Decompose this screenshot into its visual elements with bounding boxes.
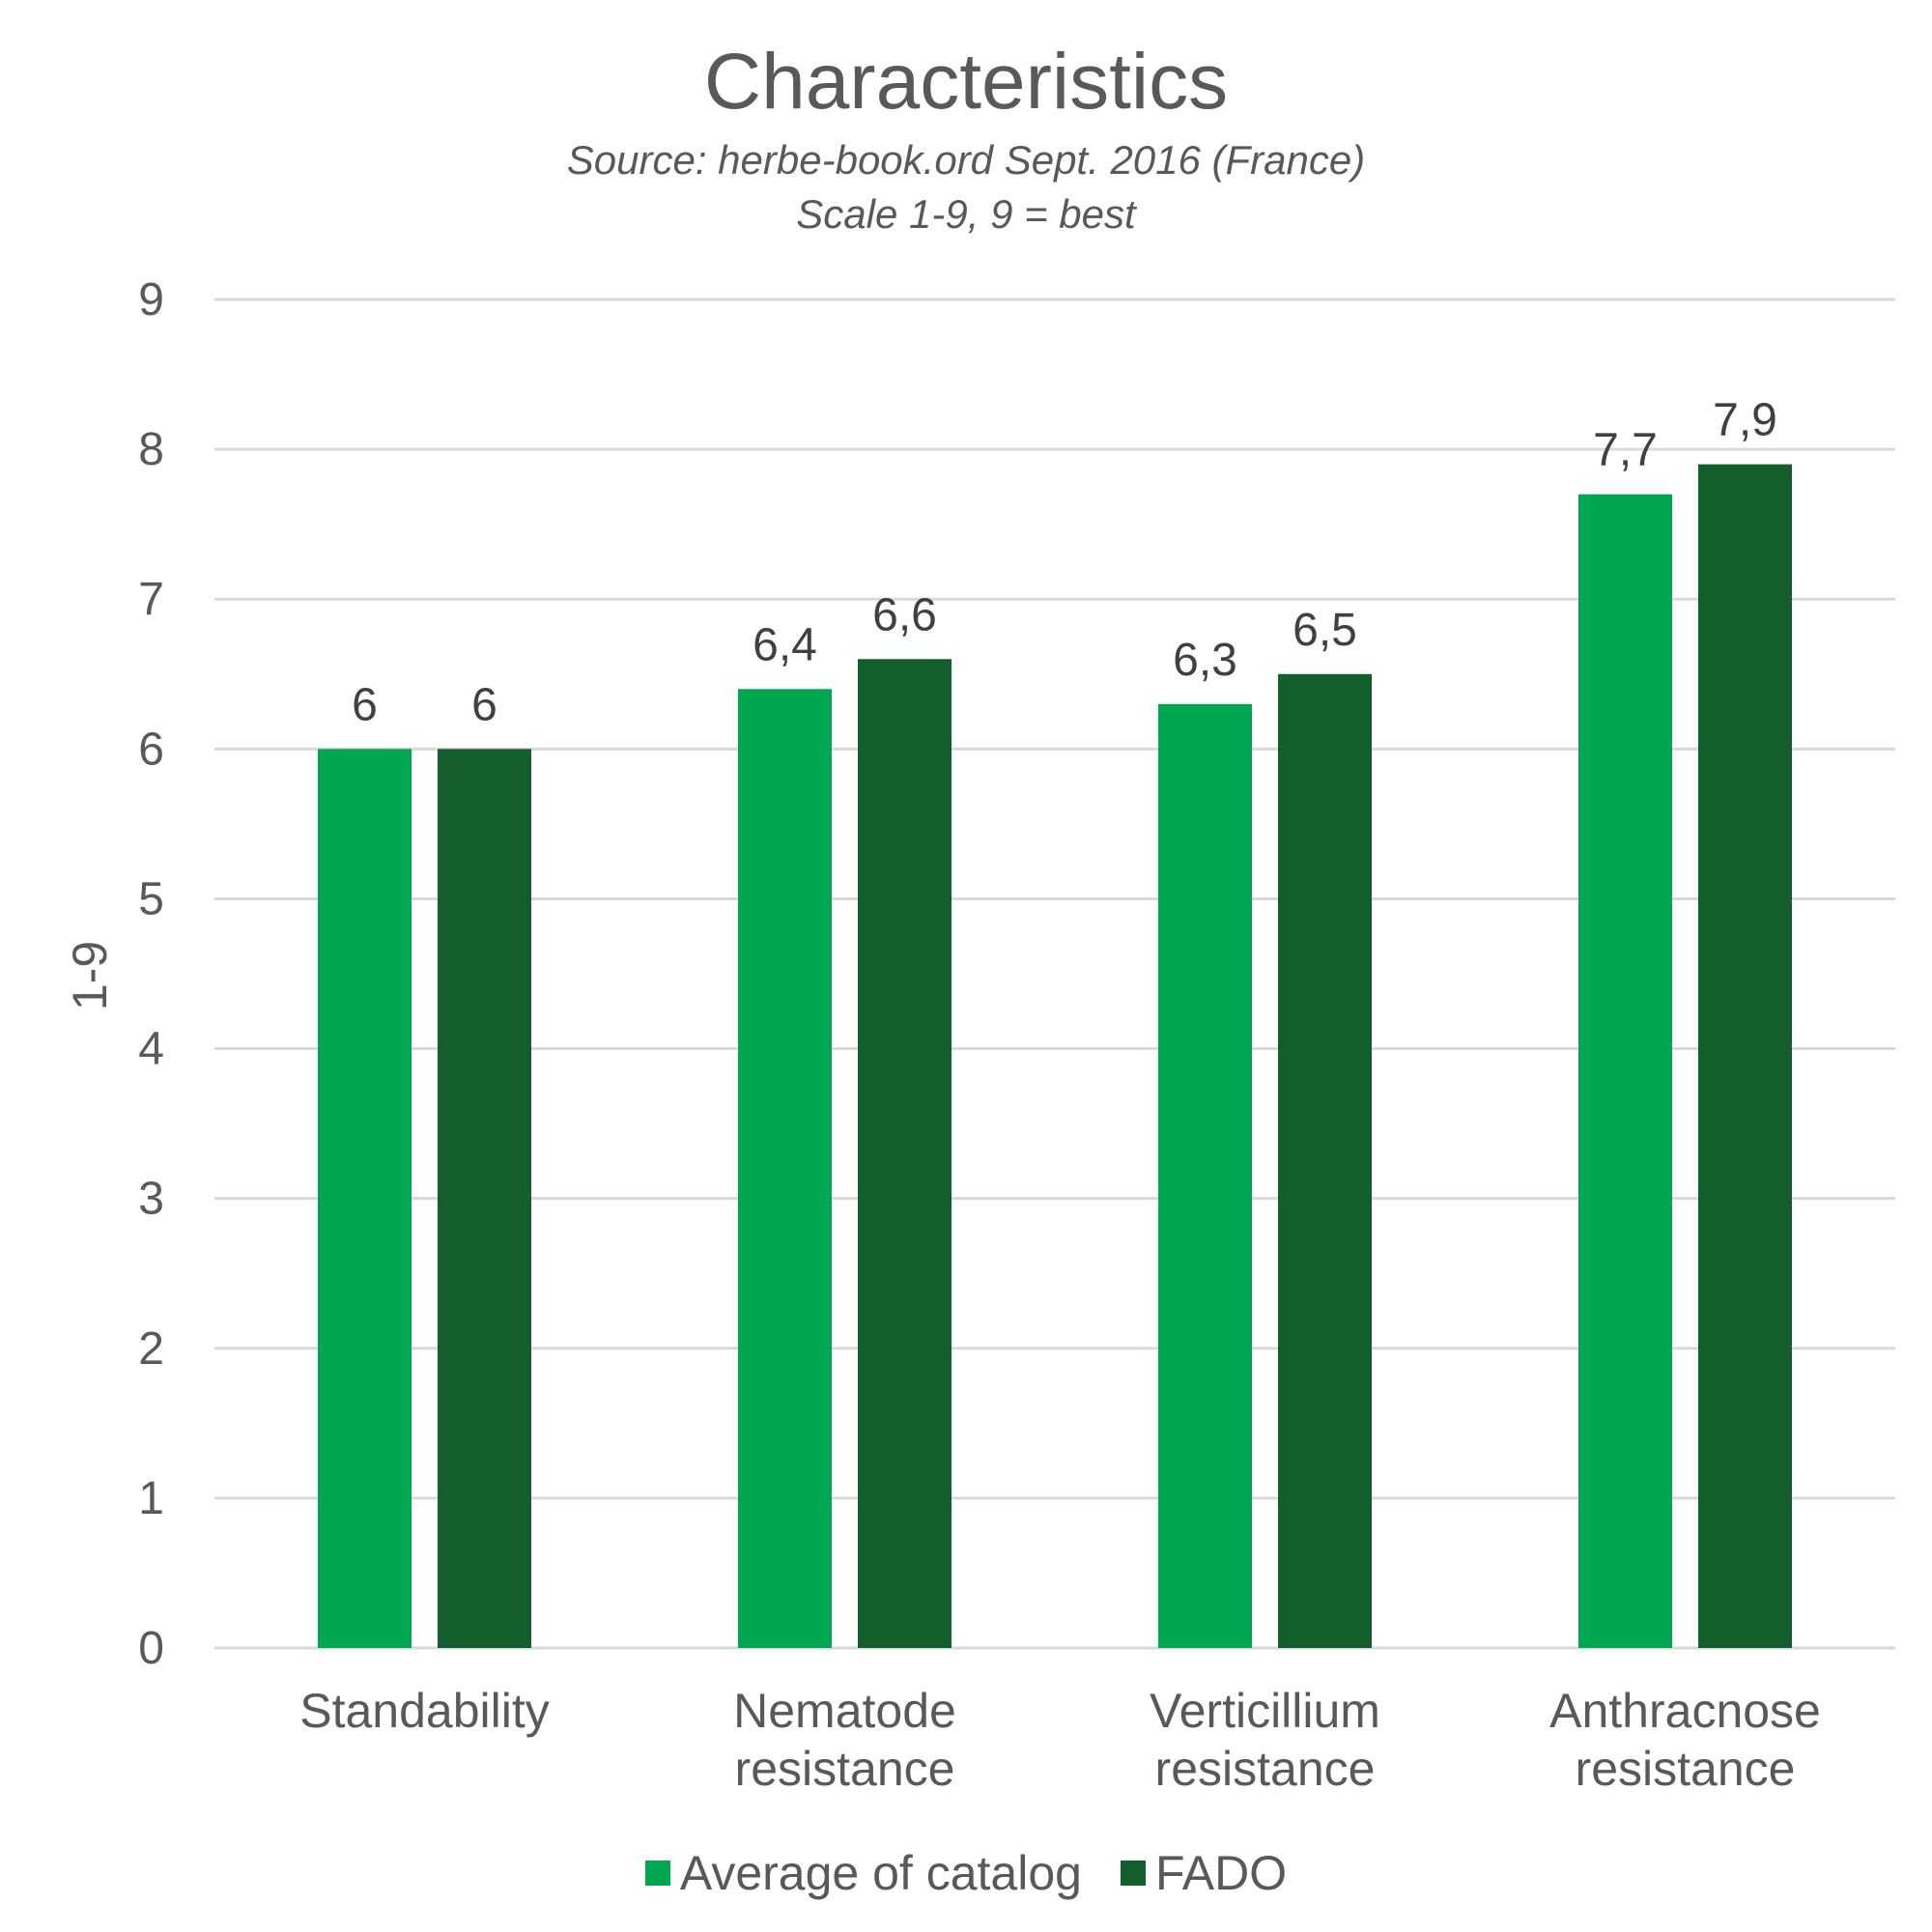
y-tick-label: 8 — [138, 424, 164, 475]
bar — [318, 749, 412, 1648]
legend-item-fado: FADO — [1120, 1845, 1288, 1901]
x-tick-label: resistance — [1155, 1742, 1376, 1796]
y-axis-tick-labels: 0 1 2 3 4 5 6 7 8 9 — [138, 274, 164, 1674]
legend-item-average: Average of catalog — [644, 1845, 1082, 1901]
x-tick-label: Nematode — [733, 1684, 956, 1738]
x-axis-tick-labels: Standability NematoderesistanceVerticilli… — [299, 1684, 1821, 1796]
legend: Average of catalog FADO — [0, 1845, 1932, 1901]
bar — [1578, 494, 1672, 1649]
x-tick-label: Anthracnose — [1549, 1684, 1821, 1738]
bar — [738, 689, 832, 1648]
data-label: 7,9 — [1713, 395, 1777, 446]
y-tick-label: 7 — [138, 574, 164, 625]
data-label: 6,4 — [753, 619, 817, 670]
y-axis-label: 1-9 — [63, 941, 117, 1010]
x-tick-label: Verticillium — [1150, 1684, 1380, 1738]
bar — [438, 749, 531, 1648]
chart-title: Characteristics — [703, 38, 1229, 126]
bar — [1698, 464, 1792, 1649]
bar — [858, 659, 952, 1648]
y-tick-label: 9 — [138, 274, 164, 326]
y-tick-label: 3 — [138, 1174, 164, 1225]
legend-swatch-fado — [1120, 1861, 1146, 1886]
chart-subtitle-scale: Scale 1-9, 9 = best — [796, 191, 1136, 237]
data-labels: 6 6 6,4 6,6 6,3 6,5 7,7 7,9 — [352, 395, 1777, 731]
data-label: 6,3 — [1173, 635, 1237, 686]
data-label: 6 — [471, 679, 497, 730]
legend-swatch-average — [644, 1861, 670, 1886]
x-tick-label: resistance — [1576, 1742, 1796, 1796]
y-tick-label: 4 — [138, 1024, 164, 1075]
data-label: 6,6 — [872, 589, 937, 640]
data-label: 6,5 — [1293, 605, 1357, 656]
y-tick-label: 2 — [138, 1323, 164, 1375]
bars — [318, 464, 1792, 1649]
data-label: 7,7 — [1593, 425, 1658, 476]
y-tick-label: 6 — [138, 724, 164, 775]
y-tick-label: 0 — [138, 1623, 164, 1674]
bar — [1158, 703, 1252, 1648]
data-label: 6 — [352, 679, 378, 730]
legend-label-average: Average of catalog — [679, 1846, 1082, 1900]
legend-label-fado: FADO — [1154, 1846, 1288, 1900]
x-tick-label: Standability — [299, 1684, 550, 1738]
y-tick-label: 1 — [138, 1473, 164, 1524]
x-tick-label: resistance — [735, 1742, 955, 1796]
bar — [1278, 673, 1372, 1648]
chart-subtitle-source: Source: herbe-book.ord Sept. 2016 (Franc… — [566, 137, 1366, 183]
y-tick-label: 5 — [138, 873, 164, 924]
